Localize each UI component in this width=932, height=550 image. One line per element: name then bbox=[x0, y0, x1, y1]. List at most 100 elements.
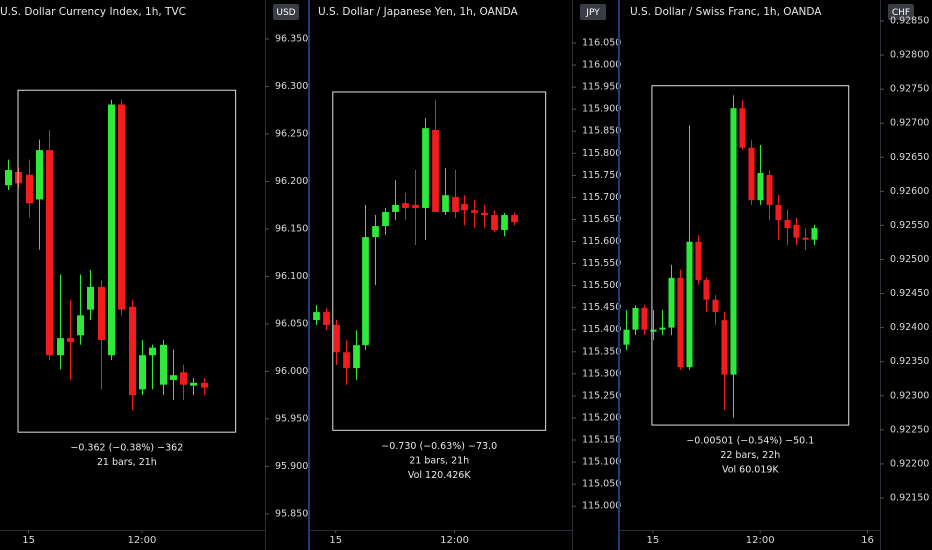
y-tick-label: 0.92550 bbox=[890, 220, 929, 231]
y-tick-label: 115.350 bbox=[582, 346, 621, 357]
candle-body bbox=[412, 204, 419, 208]
y-tick-label: 96.000 bbox=[275, 366, 308, 377]
y-tick-label: 0.92500 bbox=[890, 254, 929, 265]
y-tick-label: 115.450 bbox=[582, 302, 621, 313]
y-tick-label: 115.200 bbox=[582, 412, 621, 423]
candle-body bbox=[721, 320, 728, 375]
y-tick-label: 115.050 bbox=[582, 479, 621, 490]
y-tick-label: 115.700 bbox=[582, 192, 621, 203]
y-tick-label: 115.900 bbox=[582, 104, 621, 115]
y-tick-label: 0.92300 bbox=[890, 390, 929, 401]
candle-body bbox=[432, 129, 439, 212]
y-tick-label: 96.300 bbox=[275, 81, 308, 92]
measure-label: −0.362 (−0.38%) −362 bbox=[70, 443, 183, 454]
measure-box bbox=[17, 89, 237, 433]
y-tick-label: 0.92700 bbox=[890, 118, 929, 129]
y-tick-label: 115.850 bbox=[582, 126, 621, 137]
measure-label: Vol 120.426K bbox=[408, 470, 472, 481]
y-tick-label: 115.550 bbox=[582, 258, 621, 269]
y-tick-label: 116.000 bbox=[582, 60, 621, 71]
currency-badge bbox=[888, 4, 914, 20]
chart-title: U.S. Dollar / Japanese Yen, 1h, OANDA bbox=[318, 6, 519, 18]
candle-body bbox=[97, 286, 106, 341]
candle-body bbox=[641, 307, 648, 330]
chart-title: U.S. Dollar Currency Index, 1h, TVC bbox=[0, 6, 186, 18]
y-tick-label: 0.92800 bbox=[890, 50, 929, 61]
y-tick-label: 115.150 bbox=[582, 435, 621, 446]
candle-body bbox=[189, 382, 198, 386]
measure-box bbox=[332, 91, 547, 431]
y-tick-label: 96.050 bbox=[275, 318, 308, 329]
x-tick-label: 15 bbox=[22, 535, 35, 546]
candle-body bbox=[677, 277, 684, 368]
candle-body bbox=[76, 315, 85, 336]
candle-body bbox=[333, 324, 340, 353]
y-tick-label: 96.250 bbox=[275, 128, 308, 139]
measure-label: −0.00501 (−0.54%) −50.1 bbox=[686, 436, 814, 447]
y-tick-label: 0.92400 bbox=[890, 322, 929, 333]
y-tick-label: 116.050 bbox=[582, 38, 621, 49]
y-tick-label: 115.400 bbox=[582, 324, 621, 335]
y-tick-label: 115.800 bbox=[582, 148, 621, 159]
currency-label: JPY bbox=[585, 8, 600, 18]
candle-body bbox=[712, 299, 719, 312]
y-tick-label: 0.92750 bbox=[890, 84, 929, 95]
candle-body bbox=[25, 174, 34, 204]
candle-body bbox=[86, 286, 95, 310]
candle-body bbox=[56, 338, 65, 356]
y-tick-label: 0.92200 bbox=[890, 458, 929, 469]
candle-body bbox=[159, 344, 168, 385]
x-tick-label: 12:00 bbox=[440, 535, 469, 546]
measure-label: 21 bars, 21h bbox=[97, 457, 157, 468]
candle-body bbox=[793, 224, 800, 238]
measure-label: 22 bars, 22h bbox=[720, 450, 780, 461]
y-tick-label: 96.150 bbox=[275, 223, 308, 234]
candle-body bbox=[442, 195, 449, 212]
candle-body bbox=[179, 372, 188, 385]
candle-body bbox=[757, 172, 764, 201]
candle-body bbox=[382, 211, 389, 227]
currency-label: USD bbox=[276, 8, 295, 18]
candle-body bbox=[107, 104, 116, 356]
candle-body bbox=[501, 215, 508, 231]
x-tick-label: 16 bbox=[861, 535, 874, 546]
candle-body bbox=[402, 203, 409, 208]
y-tick-label: 115.950 bbox=[582, 82, 621, 93]
measure-box bbox=[651, 85, 850, 426]
measure-label: Vol 60.019K bbox=[722, 465, 779, 476]
candle-body bbox=[169, 375, 178, 380]
y-tick-label: 96.350 bbox=[275, 33, 308, 44]
candle-body bbox=[748, 147, 755, 201]
candle-body bbox=[730, 108, 737, 375]
candle-body bbox=[343, 352, 350, 369]
measure-label: −0.730 (−0.63%) −73.0 bbox=[381, 441, 497, 452]
y-tick-label: 115.650 bbox=[582, 214, 621, 225]
candle-body bbox=[695, 241, 702, 280]
y-tick-label: 115.500 bbox=[582, 280, 621, 291]
candle-body bbox=[632, 307, 639, 330]
currency-label: CHF bbox=[892, 8, 910, 18]
y-tick-label: 115.750 bbox=[582, 170, 621, 181]
y-tick-label: 115.000 bbox=[582, 501, 621, 512]
y-tick-label: 96.200 bbox=[275, 176, 308, 187]
candle-body bbox=[650, 329, 657, 332]
candle-body bbox=[623, 329, 630, 345]
y-tick-label: 95.950 bbox=[275, 413, 308, 424]
currency-badge bbox=[273, 4, 299, 20]
y-tick-label: 95.900 bbox=[275, 461, 308, 472]
chart-title: U.S. Dollar / Swiss Franc, 1h, OANDA bbox=[630, 6, 822, 18]
candle-body bbox=[392, 204, 399, 212]
candle-body bbox=[35, 150, 44, 200]
candle-body bbox=[668, 277, 675, 328]
y-tick-label: 115.600 bbox=[582, 236, 621, 247]
y-tick-label: 115.250 bbox=[582, 390, 621, 401]
candle-body bbox=[802, 237, 809, 240]
candle-body bbox=[775, 204, 782, 220]
y-tick-label: 96.100 bbox=[275, 271, 308, 282]
candle-body bbox=[66, 338, 75, 342]
y-tick-label: 0.92650 bbox=[890, 152, 929, 163]
x-tick-label: 15 bbox=[646, 535, 659, 546]
candle-body bbox=[766, 174, 773, 205]
candle-body bbox=[784, 219, 791, 229]
